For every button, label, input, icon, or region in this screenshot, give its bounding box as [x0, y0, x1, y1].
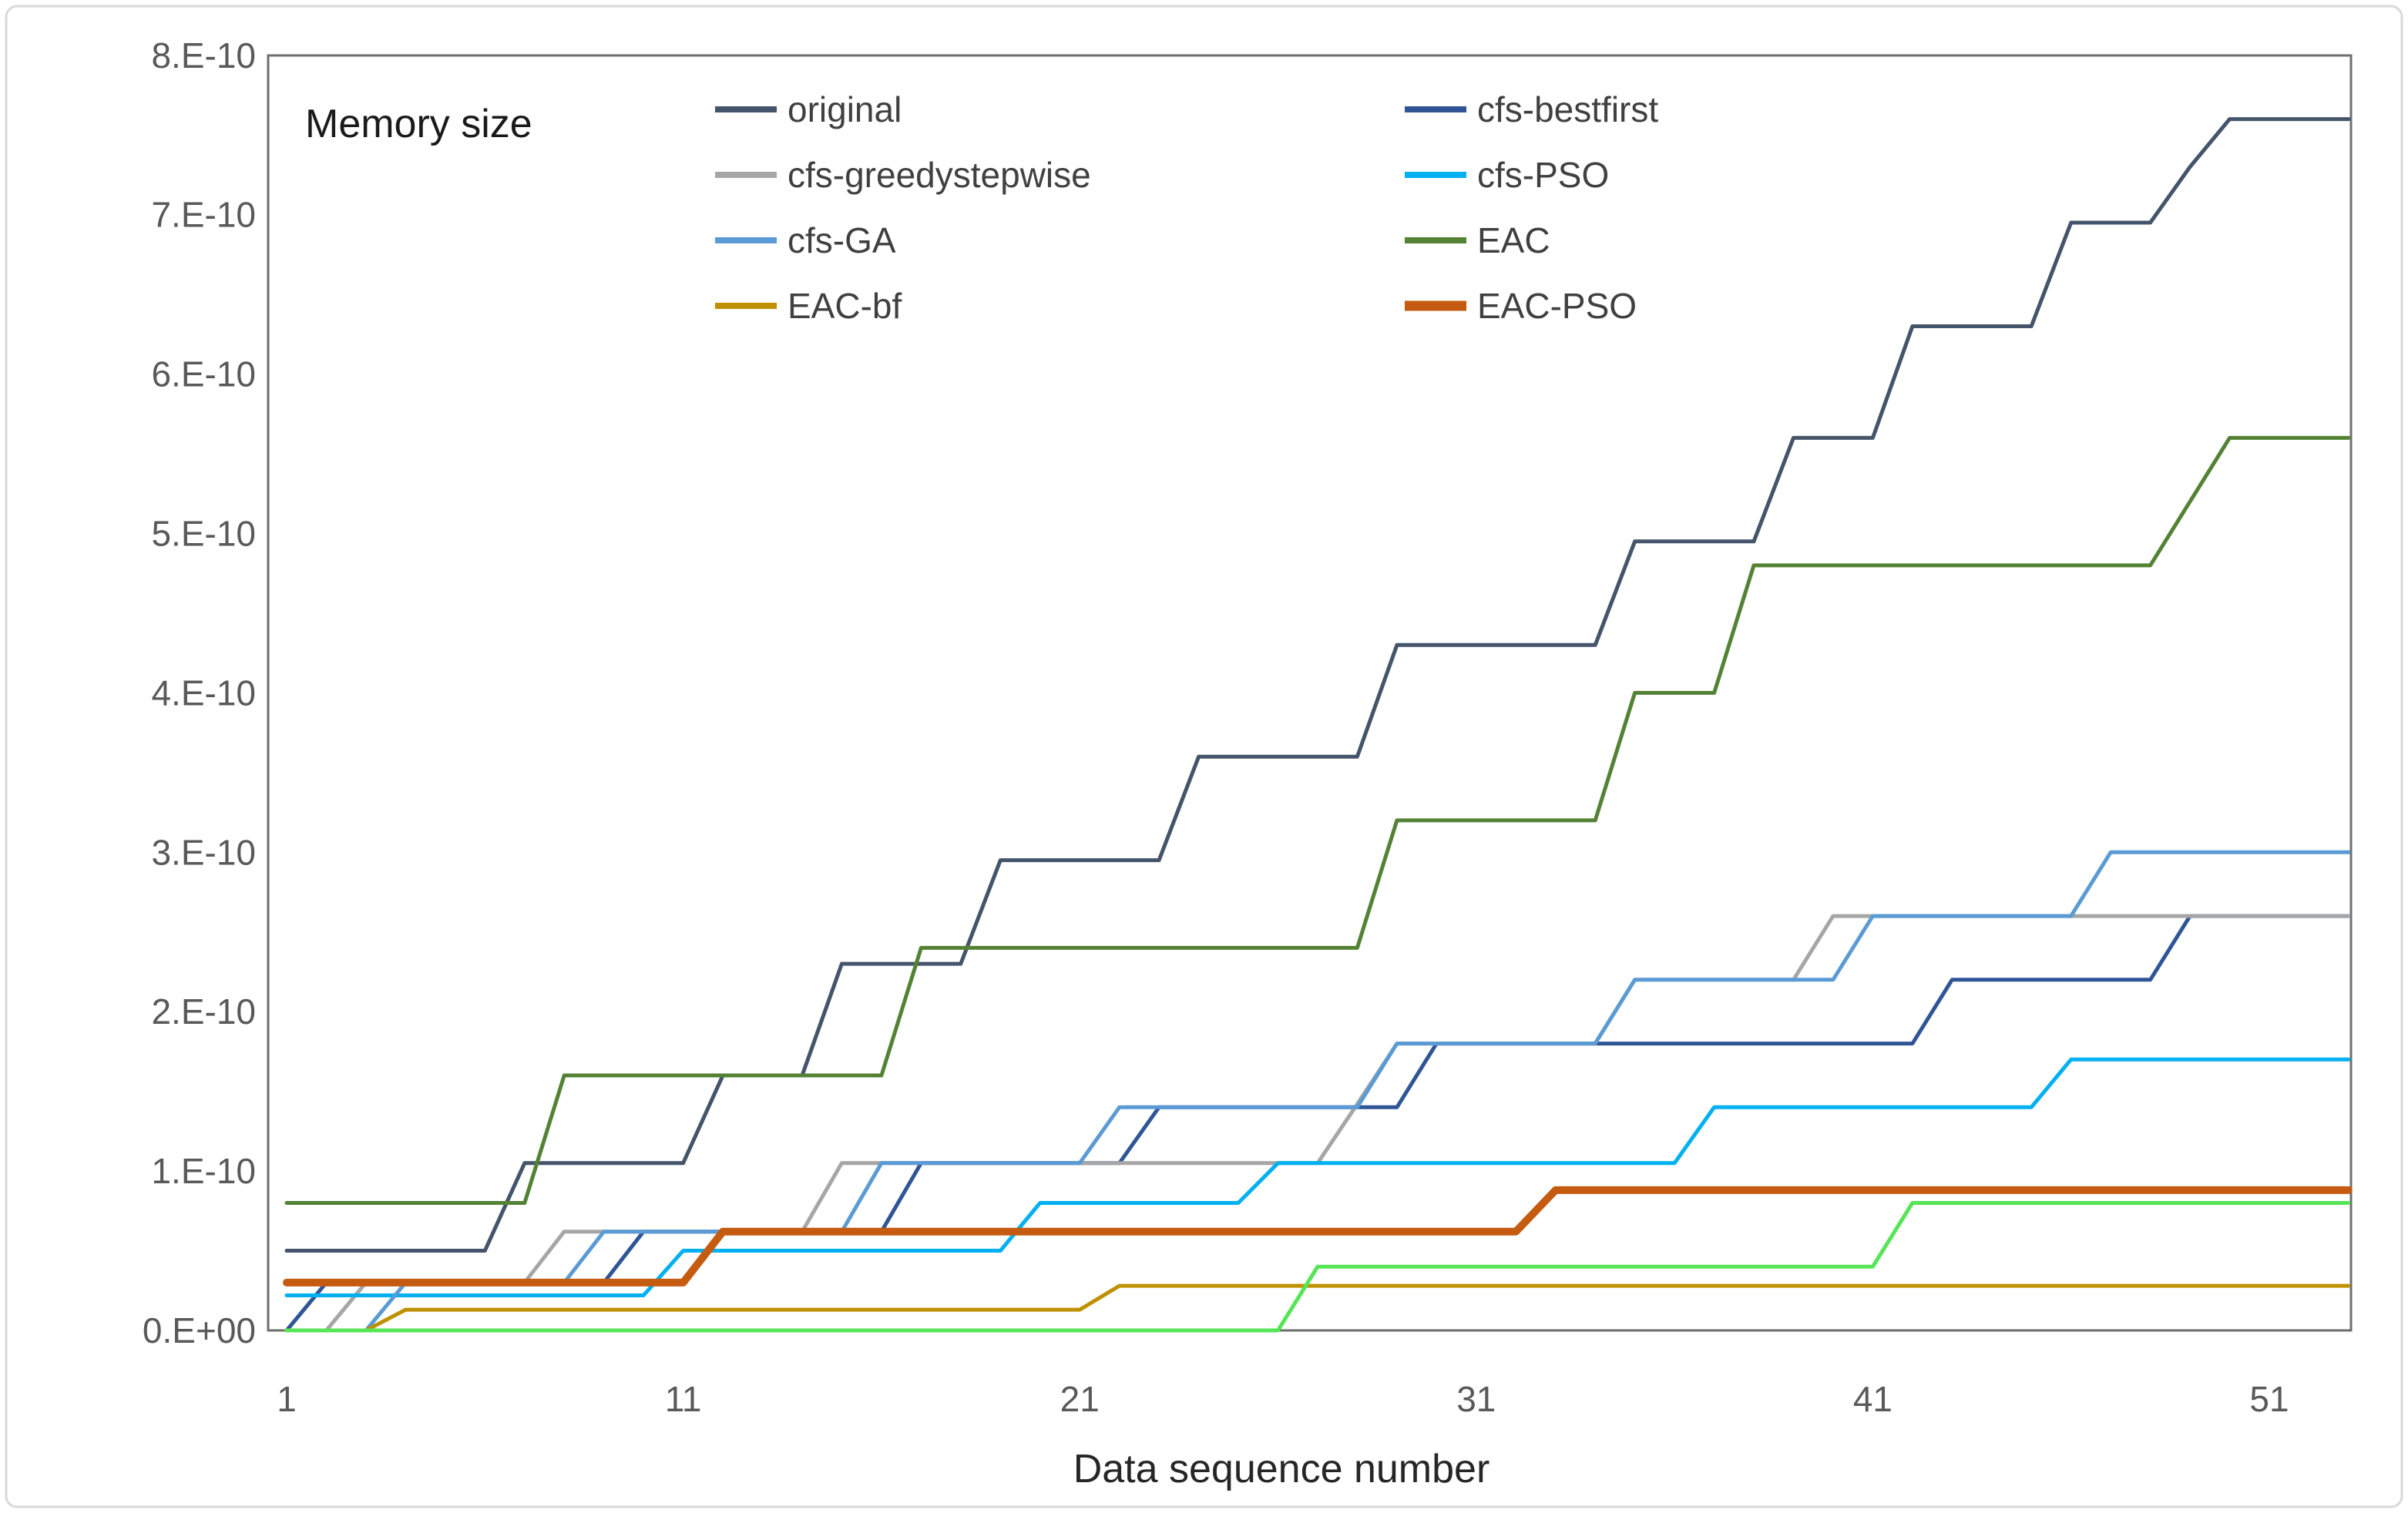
legend-label-eac-bf: EAC-bf: [788, 286, 902, 326]
y-axis-tick-label: 6.E-10: [151, 354, 256, 394]
x-axis-tick-label: 41: [1853, 1379, 1892, 1419]
legend-label-cfs-bestfirst: cfs-bestfirst: [1477, 89, 1658, 129]
y-axis-tick-label: 8.E-10: [151, 35, 256, 75]
y-axis-tick-label: 7.E-10: [151, 195, 256, 235]
x-axis-tick-label: 11: [665, 1379, 702, 1419]
x-axis-tick-label: 21: [1060, 1379, 1100, 1419]
legend-label-cfs-pso: cfs-PSO: [1477, 155, 1609, 195]
series-line-original: [284, 117, 2351, 1253]
legend-label-eac: EAC: [1477, 220, 1550, 260]
y-axis-tick-label: 1.E-10: [151, 1151, 256, 1191]
legend-label-original: original: [788, 89, 902, 129]
x-axis-tick-label: 51: [2249, 1379, 2289, 1419]
x-axis-tick-label: 1: [277, 1379, 297, 1419]
series-line-cfs-pso: [284, 1057, 2351, 1297]
legend-label-cfs-ga: cfs-GA: [788, 220, 896, 260]
y-axis-tick-label: 3.E-10: [151, 832, 256, 872]
plot-area-border: [267, 54, 2353, 1332]
series-line-eac-bf: [284, 1283, 2351, 1333]
series-line-cfs-ga: [284, 850, 2351, 1333]
y-axis-tick-label: 4.E-10: [151, 673, 256, 713]
y-axis-tick-label: 0.E+00: [143, 1310, 256, 1350]
y-axis-tick-label: 2.E-10: [151, 991, 256, 1032]
series-line-eac: [284, 435, 2351, 1205]
x-axis-tick-label: 31: [1456, 1379, 1496, 1419]
y-axis-tick-label: 5.E-10: [151, 514, 256, 554]
series-line-eac-pso: [283, 1186, 2353, 1287]
chart-title: Memory size: [305, 102, 532, 146]
series-line-unlabeled: [284, 1201, 2351, 1333]
legend-label-eac-pso: EAC-PSO: [1477, 286, 1637, 326]
x-axis-title: Data sequence number: [1073, 1447, 1490, 1491]
figure-border: [5, 5, 2403, 1508]
legend-label-cfs-greedystepwise: cfs-greedystepwise: [788, 155, 1091, 195]
